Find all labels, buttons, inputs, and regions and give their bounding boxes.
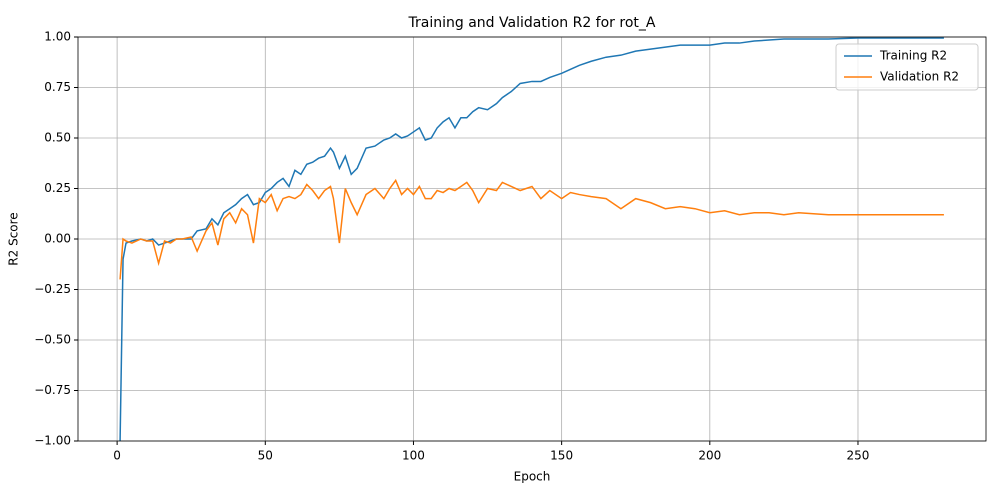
- x-tick-label: 200: [698, 449, 721, 463]
- y-tick-label: −0.50: [34, 333, 71, 347]
- legend-label: Validation R2: [880, 70, 959, 84]
- line-series: [119, 178, 944, 280]
- y-tick-label: −0.75: [34, 383, 71, 397]
- plot-frame: [77, 36, 987, 442]
- x-tick-label: 100: [402, 449, 425, 463]
- x-tick-label: 250: [847, 449, 870, 463]
- x-tick-label: 0: [113, 449, 121, 463]
- y-tick-label: −1.00: [34, 434, 71, 448]
- y-tick-label: 0.75: [44, 80, 71, 94]
- x-tick-label: 50: [258, 449, 273, 463]
- y-tick-label: −0.25: [34, 282, 71, 296]
- y-tick-label: 0.25: [44, 181, 71, 195]
- y-axis-label: R2 Score: [7, 212, 21, 265]
- y-tick-label: 0.00: [44, 232, 71, 246]
- y-tick-label: 0.50: [44, 131, 71, 145]
- y-tick-label: 1.00: [44, 30, 71, 44]
- x-axis-label: Epoch: [514, 470, 551, 484]
- line-series: [119, 37, 944, 441]
- plot-area: [119, 37, 944, 441]
- chart-title: Training and Validation R2 for rot_A: [408, 15, 656, 31]
- legend-label: Training R2: [879, 49, 947, 63]
- x-tick-label: 150: [550, 449, 573, 463]
